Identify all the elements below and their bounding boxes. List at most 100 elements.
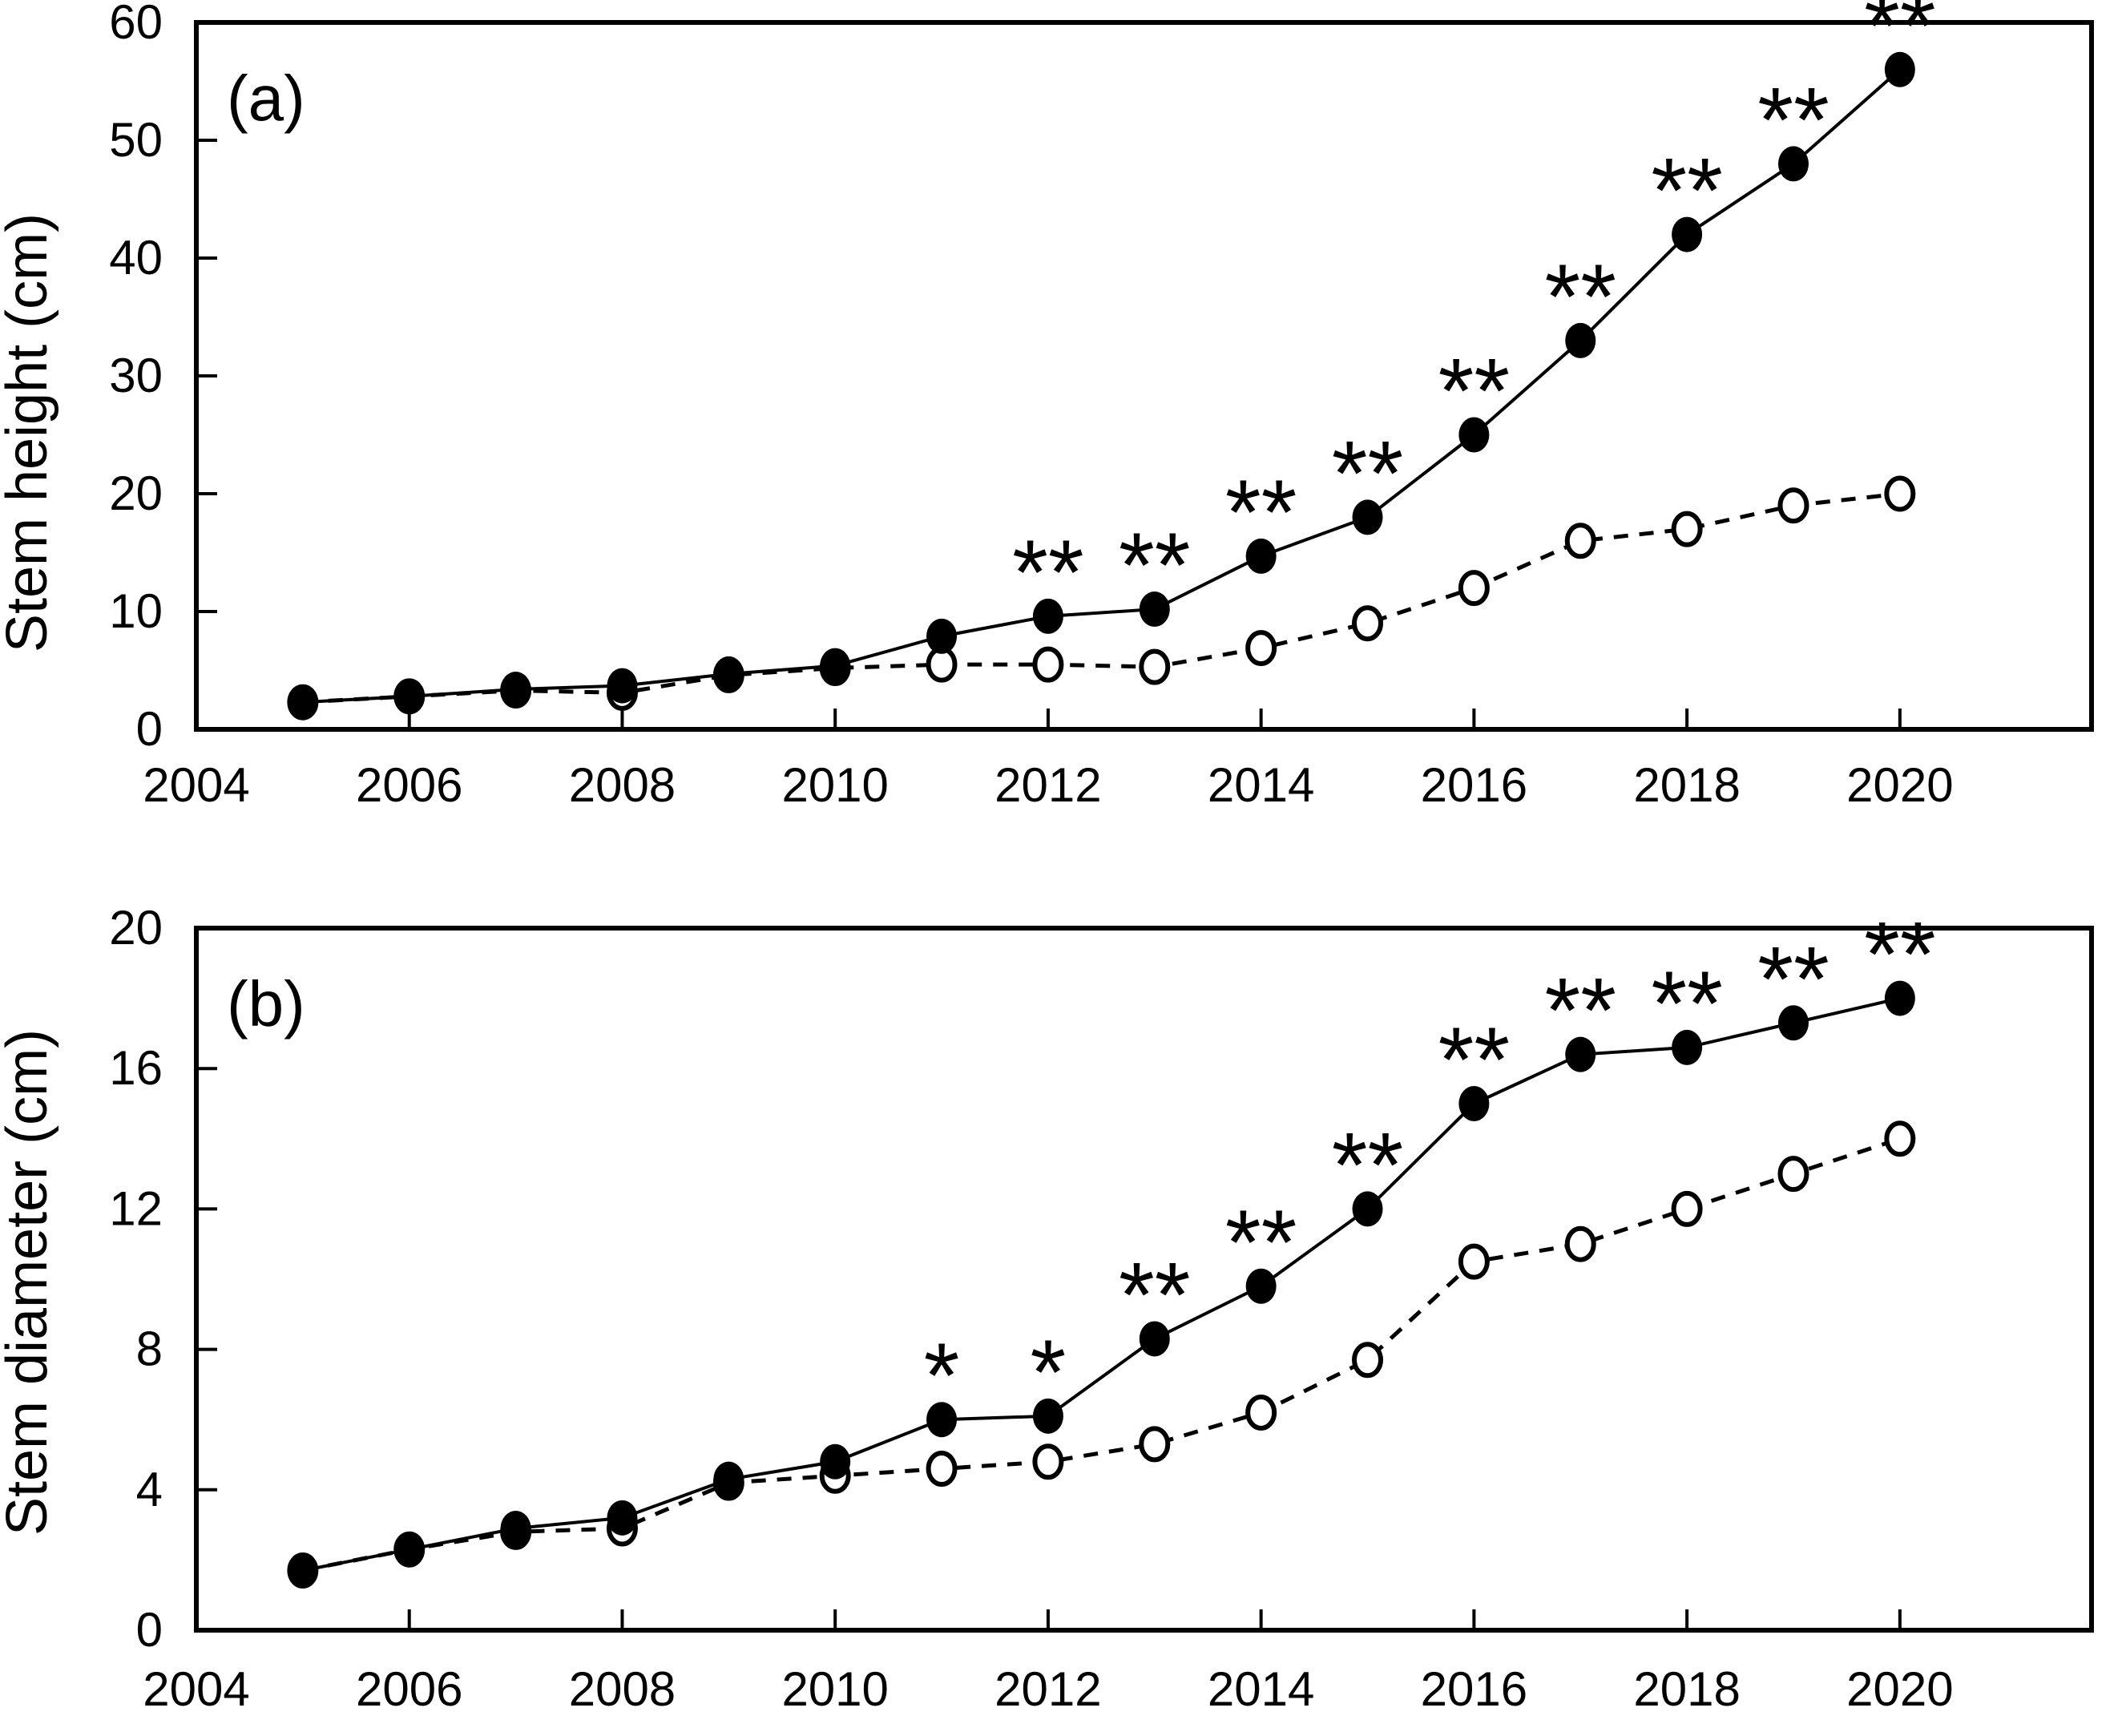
series-line-filled-solid <box>302 68 1902 704</box>
data-point-filled <box>1032 598 1063 634</box>
significance-asterisks: ** <box>1332 422 1404 525</box>
significance-asterisks: ** <box>1864 0 1936 78</box>
data-point-filled <box>607 668 638 704</box>
y-axis-tick-label: 60 <box>109 0 163 49</box>
panel-b: 0 4 8 12 16 20 2004 2006 2008 2010 2012 2014 2016 201… <box>0 901 2094 1716</box>
y-axis-tick-label: 0 <box>136 1603 163 1657</box>
data-point-open <box>1032 646 1064 683</box>
y-axis-tick-label: 20 <box>109 466 163 520</box>
x-axis-tick-label: 2008 <box>569 1662 676 1716</box>
data-point-filled <box>287 684 318 721</box>
y-axis-tick-label: 10 <box>109 584 163 638</box>
y-axis-tick-label: 40 <box>109 231 163 285</box>
data-point-open <box>1458 570 1490 607</box>
y-axis-title: Stem height (cm) <box>0 213 59 652</box>
significance-asterisks: ** <box>1119 515 1191 617</box>
x-axis-tick-label: 2014 <box>1208 758 1314 812</box>
data-point-filled <box>1565 1036 1596 1072</box>
data-point-filled <box>500 672 531 708</box>
data-point-filled <box>1032 1398 1063 1434</box>
data-point-filled <box>393 678 425 714</box>
data-point-filled <box>1245 1268 1277 1304</box>
y-axis-tick-label: 16 <box>109 1041 163 1095</box>
significance-asterisks: ** <box>1544 960 1616 1063</box>
x-axis-tick-label: 2016 <box>1421 758 1527 812</box>
data-point-open <box>1564 1225 1596 1262</box>
data-point-filled <box>1565 322 1596 358</box>
x-axis-tick-label: 2008 <box>569 758 676 812</box>
x-axis-tick-label: 2012 <box>994 1662 1101 1716</box>
data-point-filled <box>1458 417 1490 453</box>
data-point-filled <box>926 618 958 654</box>
significance-asterisks: ** <box>1438 1009 1511 1112</box>
y-axis-tick-label: 50 <box>109 113 163 167</box>
series-line-filled-solid <box>302 996 1901 1572</box>
y-axis-tick-label: 0 <box>136 702 163 756</box>
data-point-filled <box>607 1500 638 1536</box>
data-point-filled <box>1245 538 1277 574</box>
significance-asterisks: ** <box>1225 1192 1297 1294</box>
data-point-filled <box>287 1552 318 1589</box>
y-axis-tick-label: 8 <box>136 1322 163 1376</box>
data-point-open <box>1245 630 1277 667</box>
data-point-filled <box>1458 1086 1490 1121</box>
y-axis-tick-label: 12 <box>109 1181 163 1235</box>
significance-asterisks: * <box>1031 1322 1067 1424</box>
data-point-filled <box>1884 51 1915 87</box>
data-point-filled <box>820 648 851 684</box>
data-point-filled <box>393 1532 425 1568</box>
data-point-filled <box>1139 591 1170 628</box>
data-point-open <box>1777 1156 1809 1193</box>
significance-asterisks: ** <box>1544 246 1616 349</box>
panel-a: 0 10 20 30 40 50 60 2004 2006 2008 2010 2012 2014 201… <box>0 0 2094 812</box>
x-axis-tick-label: 2018 <box>1633 758 1740 812</box>
data-point-open <box>1139 1426 1171 1463</box>
x-axis-tick-label: 2020 <box>1846 1662 1953 1716</box>
significance-asterisks: ** <box>1225 462 1297 564</box>
data-point-filled <box>1884 980 1915 1016</box>
significance-asterisks: ** <box>1757 69 1829 172</box>
data-point-open <box>1458 1243 1490 1280</box>
data-point-filled <box>1672 216 1703 252</box>
x-axis-tick-label: 2016 <box>1421 1662 1527 1716</box>
data-point-open <box>1884 475 1916 512</box>
data-point-open <box>1671 511 1703 547</box>
data-point-open <box>1139 648 1171 685</box>
y-axis-title: Stem diameter (cm) <box>0 1029 59 1536</box>
data-point-filled <box>1672 1029 1703 1065</box>
x-axis-tick-label: 2006 <box>356 1662 462 1716</box>
data-point-filled <box>500 1510 531 1546</box>
x-axis-tick-label: 2014 <box>1208 1662 1314 1716</box>
data-point-open <box>1884 1120 1916 1157</box>
data-point-open <box>1032 1443 1064 1480</box>
y-axis-tick-label: 20 <box>109 901 163 955</box>
data-point-open <box>1352 1342 1384 1379</box>
significance-asterisks: ** <box>1438 341 1511 443</box>
significance-asterisks: ** <box>1119 1244 1191 1346</box>
significance-asterisks: ** <box>1864 904 1936 1007</box>
data-point-filled <box>1777 1005 1809 1041</box>
data-point-open <box>1777 487 1809 524</box>
series-line-open-dashed <box>302 1136 1901 1572</box>
significance-asterisks: ** <box>1332 1114 1404 1217</box>
data-point-open <box>1352 605 1384 642</box>
significance-asterisks: ** <box>1012 522 1084 624</box>
data-point-filled <box>713 656 744 692</box>
panel-label: (b) <box>227 968 305 1040</box>
data-point-open <box>926 1451 958 1488</box>
data-point-open <box>1671 1190 1703 1227</box>
x-axis-tick-label: 2018 <box>1633 1662 1740 1716</box>
y-axis-tick-label: 4 <box>136 1463 163 1516</box>
data-point-filled <box>926 1402 958 1438</box>
x-axis-tick-label: 2010 <box>781 1662 888 1716</box>
data-point-filled <box>820 1443 851 1480</box>
data-point-filled <box>1352 499 1383 535</box>
data-point-filled <box>1352 1191 1383 1227</box>
panel-label: (a) <box>227 63 305 134</box>
significance-asterisks: ** <box>1651 140 1723 243</box>
x-axis-tick-label: 2004 <box>143 1662 249 1716</box>
x-axis-tick-label: 2004 <box>143 758 249 812</box>
